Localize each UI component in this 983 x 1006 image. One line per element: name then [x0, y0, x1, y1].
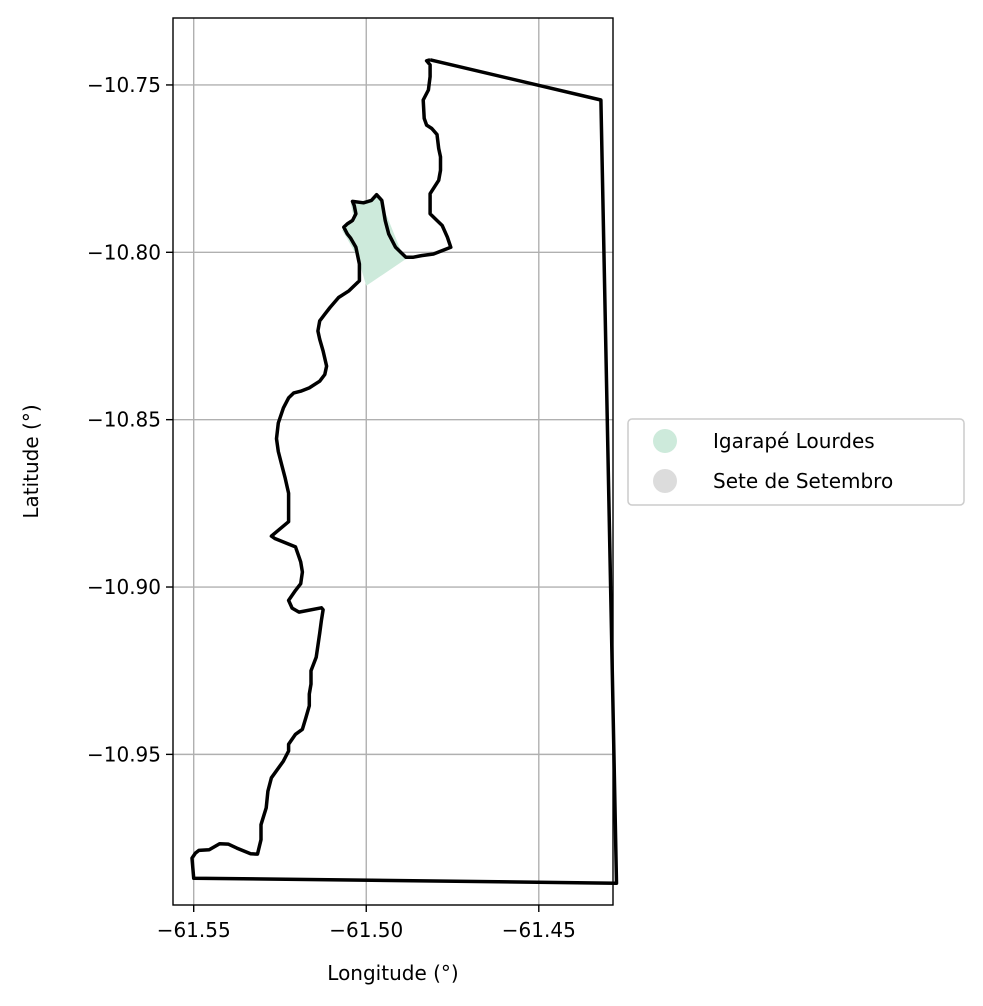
legend: Igarapé Lourdes Sete de Setembro — [627, 418, 965, 506]
grid-lines — [173, 18, 613, 905]
legend-swatch-igarape-lourdes — [653, 429, 677, 453]
x-tick-label-0: −61.55 — [157, 918, 231, 942]
legend-label-igarape-lourdes: Igarapé Lourdes — [713, 429, 875, 453]
y-tick-label-3: −10.90 — [87, 575, 161, 599]
axis-ticks: −61.55 −61.50 −61.45 −10.75 −10.80 −10.85 −10.… — [87, 73, 576, 942]
x-axis-label: Longitude (°) — [327, 961, 458, 985]
axes-frame — [172, 17, 614, 906]
igarape-lourdes-region — [342, 197, 406, 286]
legend-swatch-sete-de-setembro — [653, 469, 677, 493]
x-tick-label-1: −61.50 — [329, 918, 403, 942]
legend-label-sete-de-setembro: Sete de Setembro — [713, 469, 893, 493]
legend-frame — [627, 418, 965, 506]
y-axis-label: Latitude (°) — [19, 404, 43, 518]
y-tick-label-4: −10.95 — [87, 742, 161, 766]
y-tick-label-2: −10.85 — [87, 408, 161, 432]
x-tick-label-2: −61.45 — [502, 918, 576, 942]
y-tick-label-0: −10.75 — [87, 73, 161, 97]
y-tick-label-1: −10.80 — [87, 240, 161, 264]
plot-area — [190, 58, 619, 885]
territory-boundary-line — [190, 58, 619, 885]
